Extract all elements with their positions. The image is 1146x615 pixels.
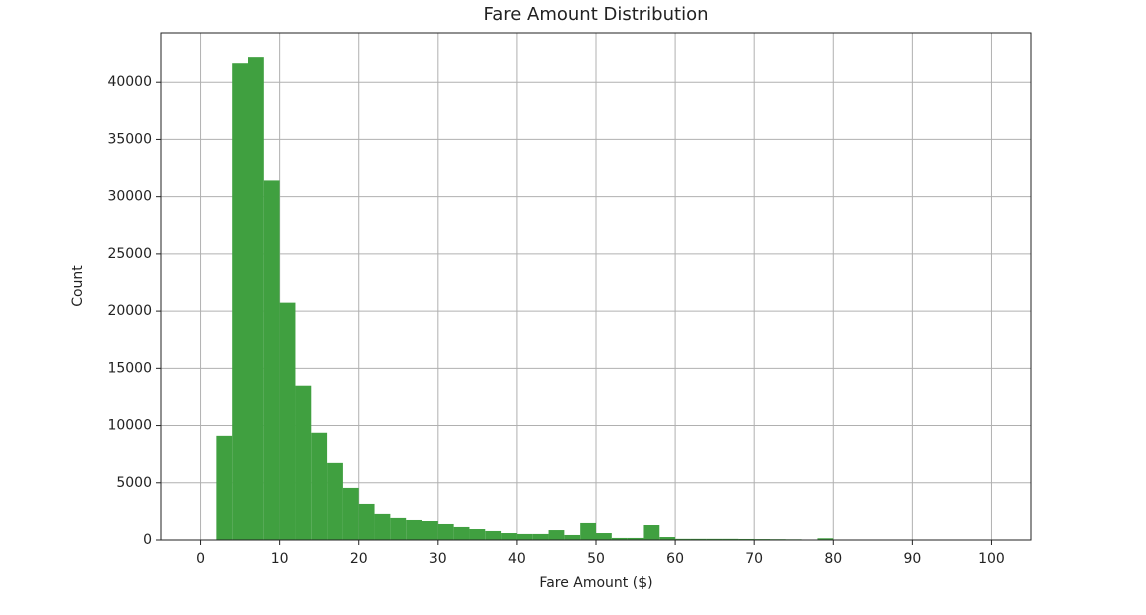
bar [311, 432, 328, 540]
bar [659, 537, 676, 540]
x-tick-label: 100 [978, 551, 1005, 567]
bar [327, 462, 343, 540]
bar [342, 487, 359, 540]
bar [295, 385, 312, 540]
bar [675, 538, 691, 540]
bar [279, 302, 296, 540]
bar [422, 521, 438, 540]
bar [722, 538, 739, 540]
bar [817, 538, 834, 540]
y-tick-label: 25000 [107, 246, 152, 262]
bar [516, 533, 533, 540]
bar [453, 526, 470, 540]
y-tick-label: 10000 [107, 418, 152, 434]
bar [580, 522, 596, 540]
bar [374, 513, 391, 540]
x-tick-label: 10 [271, 551, 289, 567]
x-axis-label: Fare Amount ($) [539, 575, 652, 591]
x-tick-label: 90 [903, 551, 921, 567]
y-axis-label: Count [70, 265, 86, 307]
x-tick-label: 60 [666, 551, 684, 567]
bar [485, 530, 502, 540]
y-tick-label: 15000 [107, 360, 152, 376]
bar [406, 519, 422, 540]
bar [358, 503, 375, 540]
bar [596, 533, 612, 540]
x-tick-label: 0 [196, 551, 205, 567]
x-tick-label: 70 [745, 551, 763, 567]
y-tick-label: 40000 [107, 74, 152, 90]
x-tick-label: 30 [429, 551, 447, 567]
bar [437, 523, 454, 540]
bar [532, 533, 549, 540]
bar [390, 517, 407, 540]
plot-frame [160, 32, 1032, 541]
bar [627, 537, 644, 540]
chart-title: Fare Amount Distribution [484, 4, 709, 25]
x-tick-label: 20 [350, 551, 368, 567]
bar [611, 537, 628, 540]
bar [501, 533, 517, 540]
y-tick-label: 30000 [107, 189, 152, 205]
y-tick-label: 35000 [107, 131, 152, 147]
bar [469, 529, 486, 540]
x-tick-label: 40 [508, 551, 526, 567]
bar [564, 534, 581, 540]
y-tick-label: 0 [143, 532, 152, 548]
bar [690, 538, 707, 540]
bar [643, 525, 660, 540]
bar [738, 538, 755, 540]
bar [232, 63, 248, 541]
bar [216, 435, 233, 540]
bar [248, 57, 264, 540]
bar [263, 180, 280, 541]
bar [706, 538, 723, 540]
x-tick-label: 80 [824, 551, 842, 567]
y-tick-label: 20000 [107, 303, 152, 319]
bar [548, 530, 565, 540]
y-tick-label: 5000 [116, 475, 152, 491]
x-tick-label: 50 [587, 551, 605, 567]
